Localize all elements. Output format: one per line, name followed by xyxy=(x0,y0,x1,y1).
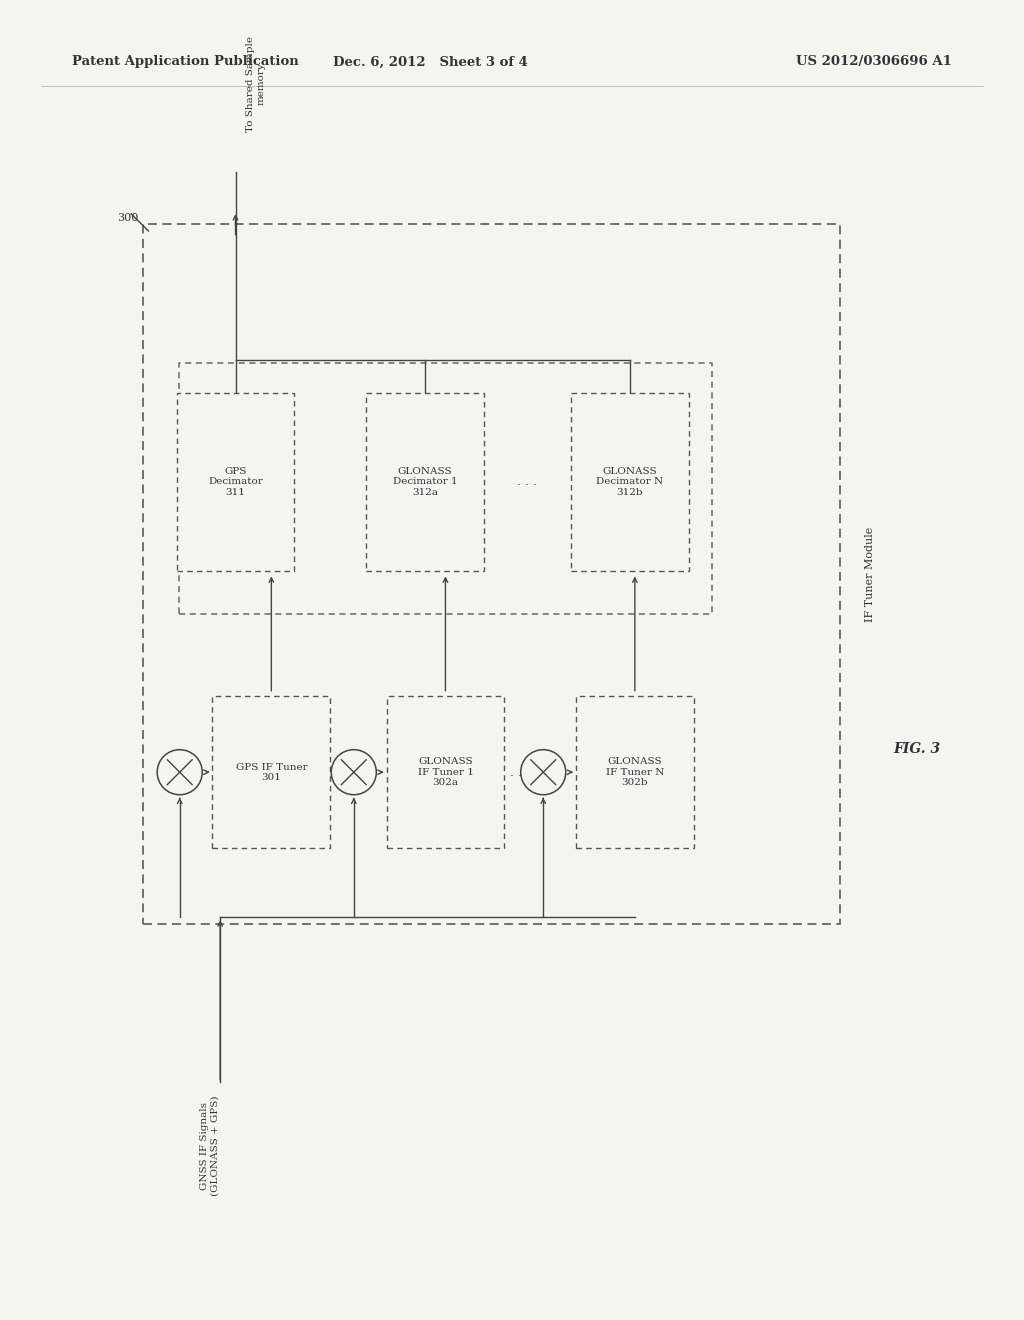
Text: GLONASS
Decimator 1
312a: GLONASS Decimator 1 312a xyxy=(392,467,458,496)
Bar xyxy=(367,393,483,570)
Text: GLONASS
Decimator N
312b: GLONASS Decimator N 312b xyxy=(596,467,664,496)
Bar xyxy=(213,697,330,849)
Text: US 2012/0306696 A1: US 2012/0306696 A1 xyxy=(797,55,952,69)
Bar xyxy=(177,393,295,570)
Text: GPS
Decimator
311: GPS Decimator 311 xyxy=(208,467,263,496)
Text: 300: 300 xyxy=(117,213,138,223)
Bar xyxy=(143,224,840,924)
Text: Patent Application Publication: Patent Application Publication xyxy=(72,55,298,69)
Text: To Shared Sample
memory: To Shared Sample memory xyxy=(247,36,265,132)
Ellipse shape xyxy=(331,750,377,795)
Bar xyxy=(387,697,504,849)
Bar xyxy=(575,697,694,849)
Text: . . .: . . . xyxy=(517,475,538,488)
Text: GLONASS
IF Tuner 1
302a: GLONASS IF Tuner 1 302a xyxy=(418,758,473,787)
Text: GNSS IF Signals
(GLONASS + GPS): GNSS IF Signals (GLONASS + GPS) xyxy=(201,1096,219,1196)
Ellipse shape xyxy=(158,750,203,795)
Text: GPS IF Tuner
301: GPS IF Tuner 301 xyxy=(236,763,307,781)
Text: Dec. 6, 2012   Sheet 3 of 4: Dec. 6, 2012 Sheet 3 of 4 xyxy=(333,55,527,69)
Text: IF Tuner Module: IF Tuner Module xyxy=(865,527,876,622)
Bar xyxy=(571,393,688,570)
Text: FIG. 3: FIG. 3 xyxy=(893,742,940,756)
Text: . . .: . . . xyxy=(510,766,529,779)
Text: GLONASS
IF Tuner N
302b: GLONASS IF Tuner N 302b xyxy=(605,758,665,787)
Ellipse shape xyxy=(520,750,565,795)
Bar xyxy=(179,363,712,614)
